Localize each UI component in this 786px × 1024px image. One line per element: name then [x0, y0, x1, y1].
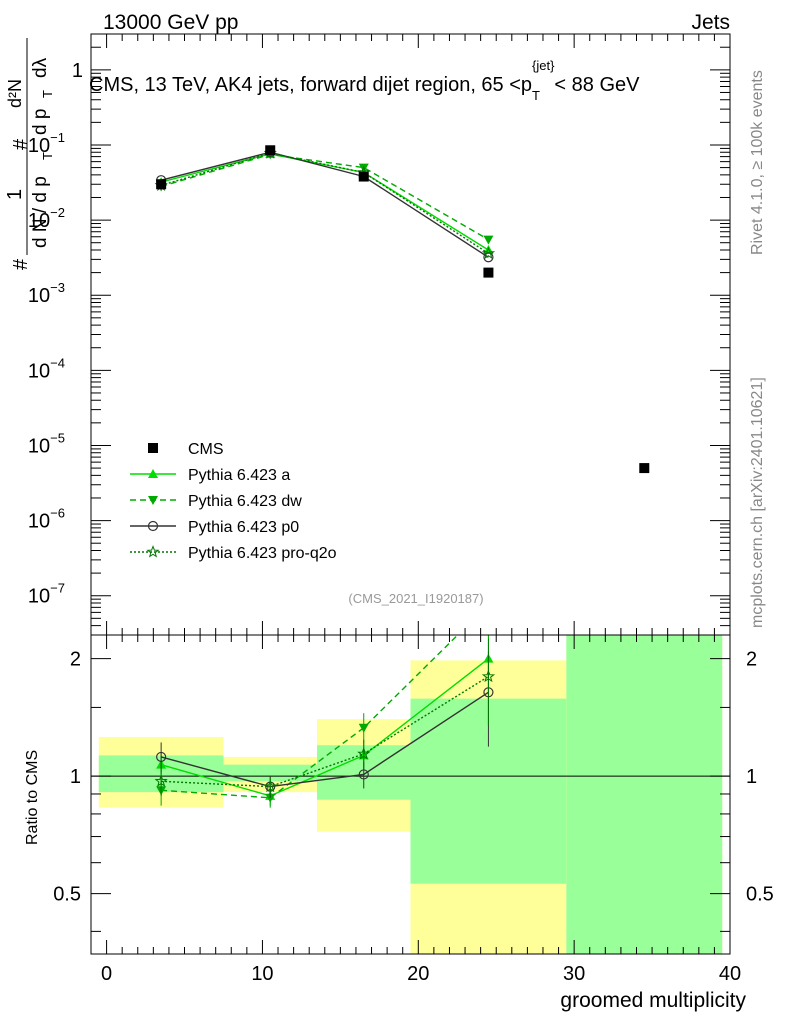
main-series-point-1 — [483, 235, 494, 245]
main-ytick-label-5: 10−5 — [28, 430, 65, 457]
xtick-label-0: 0 — [101, 963, 112, 985]
ylabel-frac-num: 1 — [4, 189, 26, 200]
legend-swatch-marker-2 — [148, 496, 158, 505]
ratio-series-group — [154, 601, 496, 808]
ratio-series-point-1 — [265, 793, 276, 803]
ratio-series-point-3 — [154, 774, 168, 787]
main-series-line-3 — [160, 152, 489, 254]
legend-swatch-marker-3 — [147, 520, 159, 532]
title-after: < 88 GeV — [554, 74, 640, 96]
main-ytick-label-1: 10−1 — [28, 130, 65, 157]
xtick-label-3: 30 — [563, 963, 585, 985]
ylabel-num2: d²N — [5, 79, 25, 108]
main-ytick-label-4: 10−4 — [28, 355, 65, 382]
main-ytick-label-7: 10−7 — [28, 581, 65, 608]
ratio-series-line-0 — [160, 658, 489, 797]
ratio-series-line-2 — [160, 691, 489, 788]
cms-data-point — [265, 145, 276, 156]
cms-data-point — [639, 463, 650, 474]
ratio-series-point-2 — [358, 769, 369, 780]
legend-swatch-marker-4 — [146, 545, 160, 558]
ratio-uncertainty-bands — [98, 635, 723, 954]
ylabel-frac-den-sub: T — [40, 152, 55, 160]
ratio-series-line-1 — [161, 635, 459, 799]
title-before: CMS, 13 TeV, AK4 jets, forward dijet reg… — [89, 74, 532, 96]
main-series-line-2 — [160, 151, 489, 258]
main-ytick-label-6: 10−6 — [28, 506, 65, 533]
watermark: (CMS_2021_I1920187) — [348, 591, 483, 606]
ratio-ytick-label-right-2: 2 — [746, 649, 757, 671]
main-ytick-label-0: 1 — [72, 60, 83, 82]
xtick-label-1: 10 — [251, 963, 273, 985]
ratio-band-green-4 — [566, 635, 723, 954]
legend-swatch-cms — [148, 443, 158, 453]
ratio-ytick-label-1: 1 — [70, 766, 81, 788]
ylabel-den2-tail: dλ — [30, 57, 51, 78]
main-series-point-3 — [481, 246, 496, 260]
main-panel: 1 10−1 10−2 10−3 10−4 10−5 10−6 10−7 — [28, 33, 731, 636]
ylabel-den2: d p — [30, 109, 51, 135]
header-right: Jets — [691, 11, 730, 34]
main-ytick-label-2: 10−2 — [28, 205, 65, 232]
ratio-series-point-3 — [357, 746, 371, 760]
ratio-frame — [90, 634, 731, 955]
legend-label-4: Pythia 6.423 pro-q2o — [188, 545, 337, 562]
main-series-line-1 — [160, 153, 489, 241]
mcplots-label: mcplots.cern.ch [arXiv:2401.10621] — [749, 377, 766, 628]
legend-swatch-marker-1 — [148, 469, 158, 478]
ratio-series-point-3 — [263, 779, 277, 793]
xlabel: groomed multiplicity — [560, 989, 746, 1012]
ratio-series-point-2 — [156, 751, 167, 763]
ratio-panel: 0.5 0.51 12 20 10 20 30 40 — [53, 601, 774, 985]
ratio-series-point-1 — [358, 723, 369, 733]
ratio-series-line-3 — [161, 675, 489, 788]
ratio-ytick-label-right-0: 0.5 — [746, 884, 774, 906]
title-sub: T — [532, 88, 540, 103]
ratio-ytick-label-right-1: 1 — [746, 766, 757, 788]
ylabel-hash-2: # — [10, 138, 32, 150]
chart-title: CMS, 13 TeV, AK4 jets, forward dijet reg… — [89, 58, 640, 103]
legend-label-1: Pythia 6.423 a — [188, 467, 290, 484]
legend-label-2: Pythia 6.423 dw — [188, 493, 302, 510]
legend-label-0: CMS — [188, 441, 224, 458]
rivet-label: Rivet 4.1.0, ≥ 100k events — [749, 70, 766, 255]
cms-data-point — [483, 267, 494, 278]
ylabel-frac-den: d N / d p — [30, 176, 51, 248]
ylabel-den2-sub: T — [40, 90, 55, 98]
xtick-label-2: 20 — [407, 963, 429, 985]
ylabel-hash-1: # — [10, 258, 32, 270]
main-frame — [90, 33, 731, 636]
ratio-series-point-1 — [483, 601, 493, 610]
legend: CMS Pythia 6.423 a Pythia 6.423 dw Pythia 6… — [130, 441, 337, 562]
ratio-ylabel: Ratio to CMS — [24, 750, 41, 845]
ratio-ytick-label-0: 0.5 — [53, 884, 81, 906]
cms-data-point — [358, 171, 369, 182]
main-ylabel: # 1 d N / d p T # d²N d p T dλ — [4, 38, 55, 270]
cms-data-point — [156, 179, 167, 190]
ratio-series-point-3 — [481, 669, 496, 683]
ratio-band-green-1 — [223, 764, 317, 782]
main-ytick-label-3: 10−3 — [28, 280, 65, 307]
legend-label-3: Pythia 6.423 p0 — [188, 519, 299, 536]
title-sup: {jet} — [532, 58, 555, 73]
ratio-ytick-label-2: 2 — [70, 649, 81, 671]
xtick-label-4: 40 — [719, 963, 741, 985]
header-left: 13000 GeV pp — [103, 11, 238, 34]
